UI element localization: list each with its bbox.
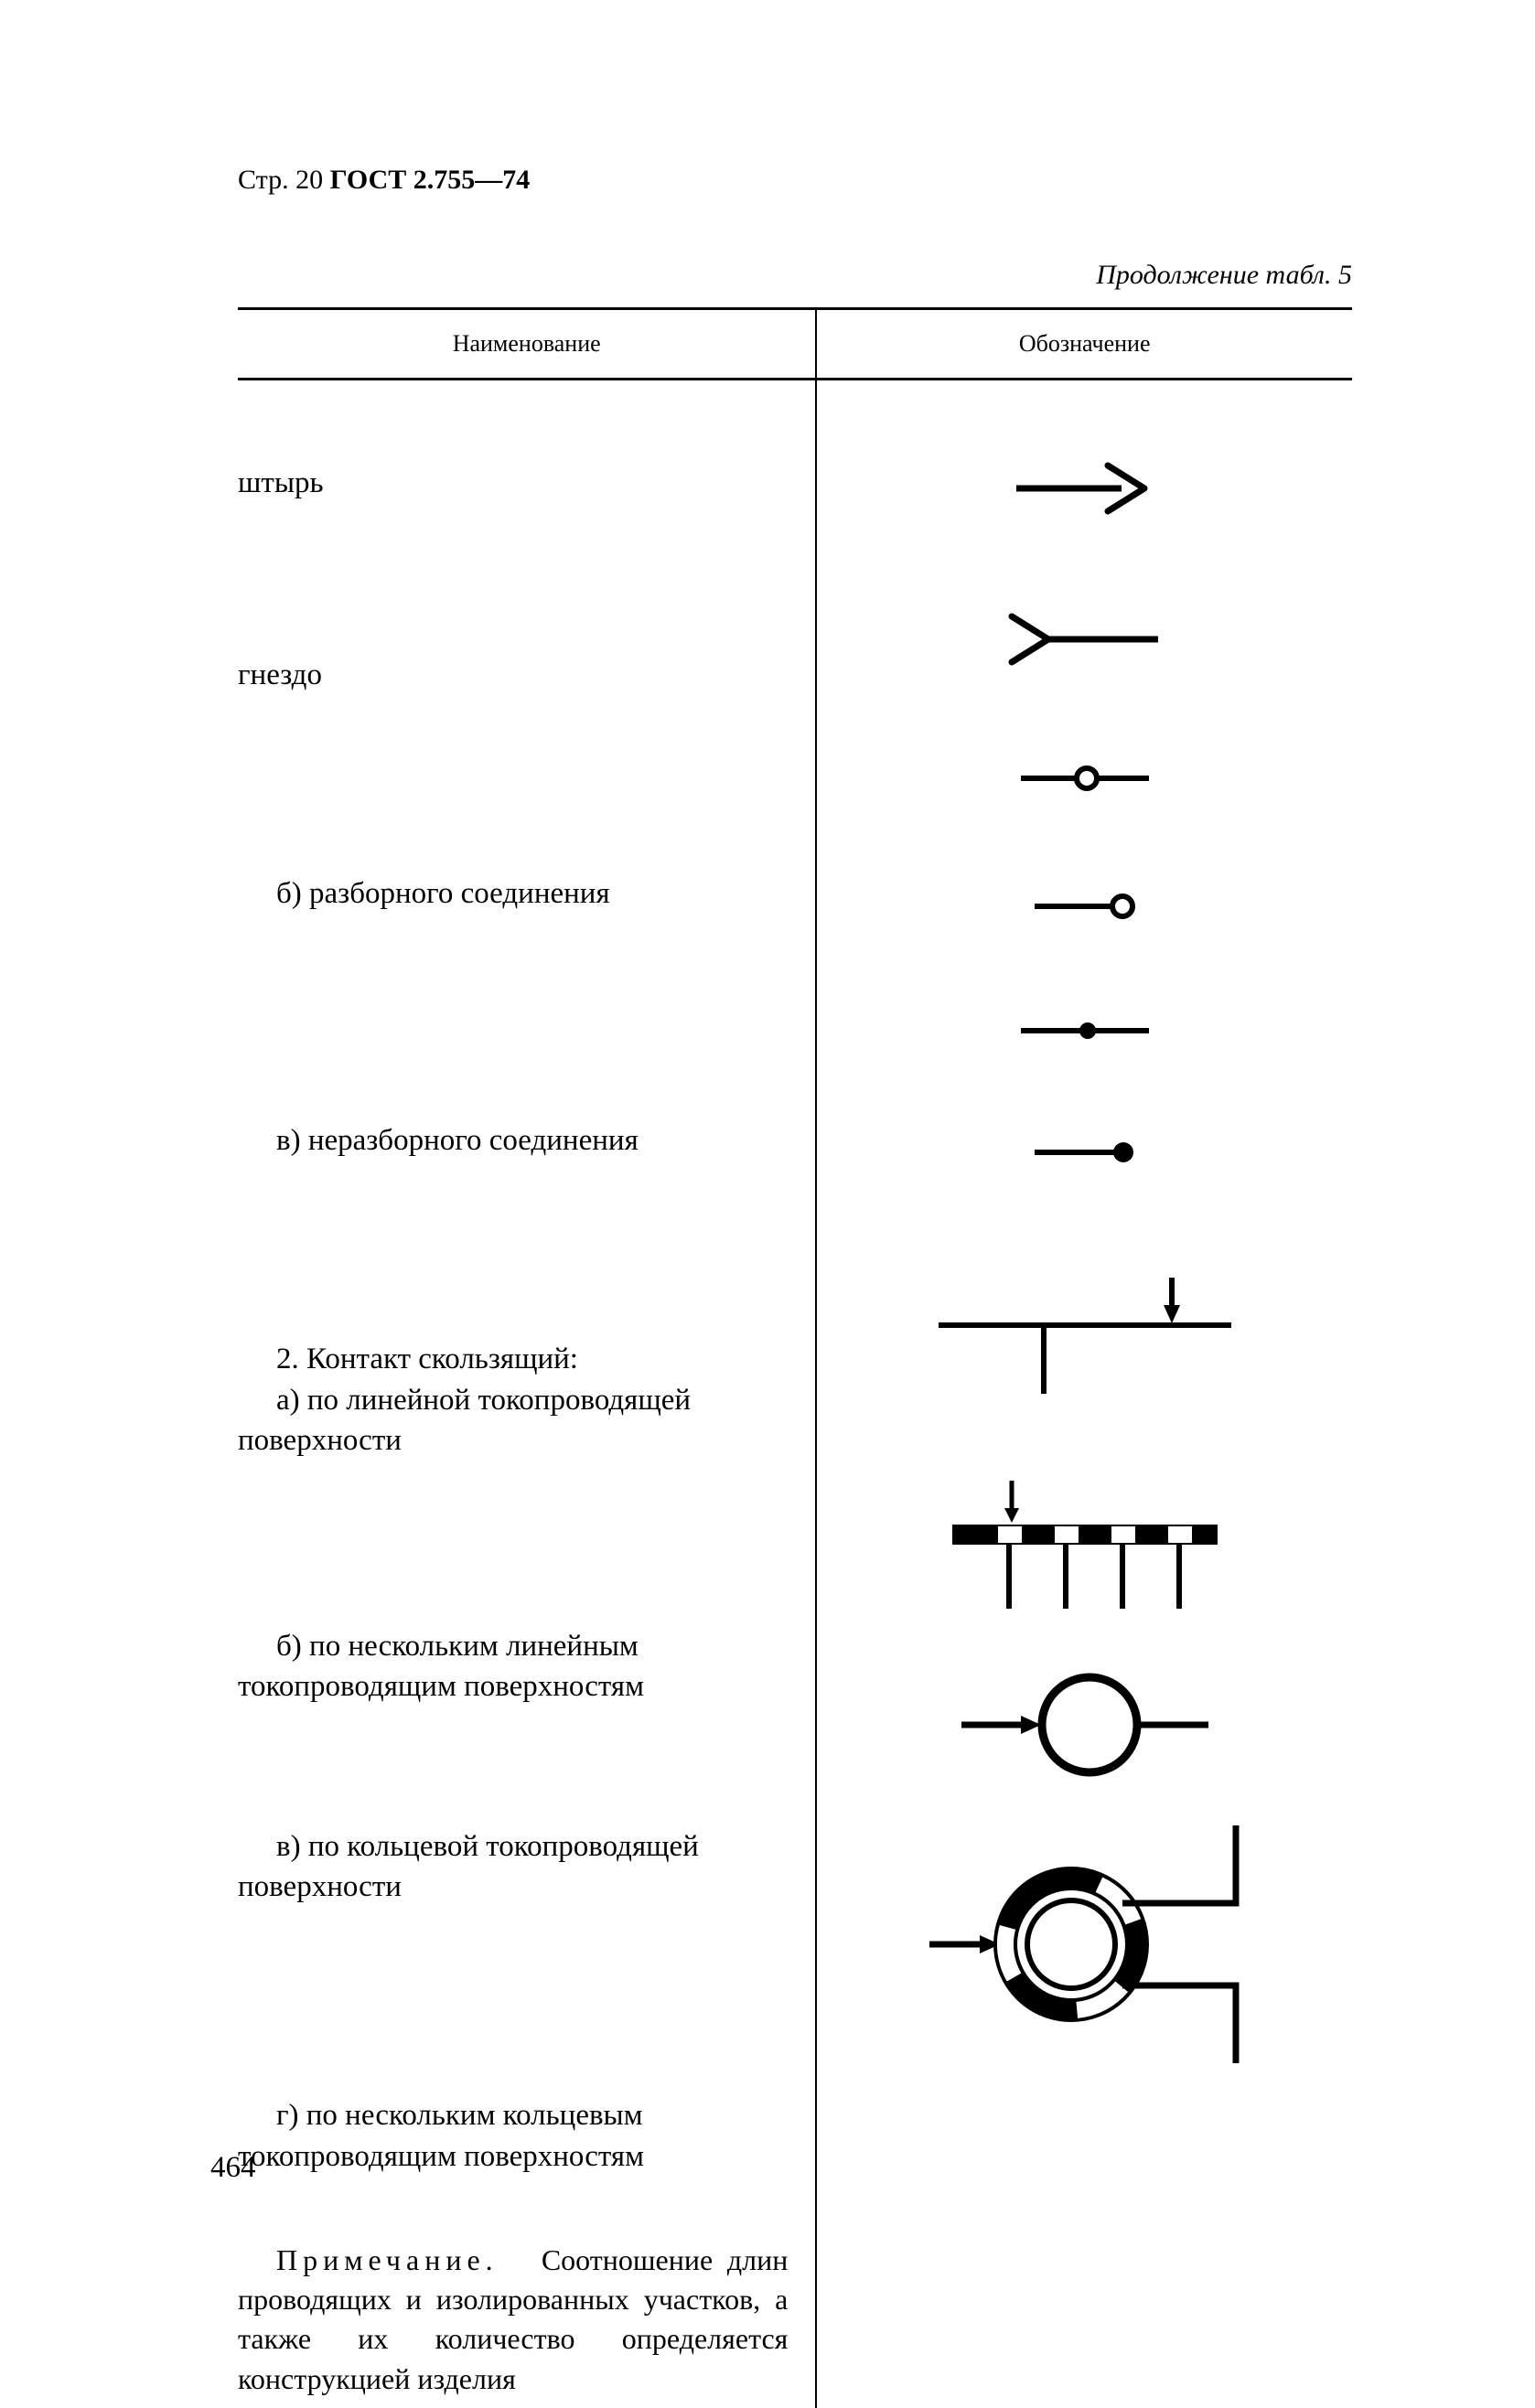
table-body: штырь гнездо б) разборного соединения в)… (238, 380, 1352, 2408)
symbol-slide-ring (957, 1643, 1213, 1807)
symbol-pin (1007, 412, 1163, 563)
row-label-slide-multi-ring: г) по нескольким кольцевым токопроводящи… (238, 2095, 788, 2177)
row-label-detachable: б) разборного соединения (238, 873, 788, 915)
row-label-pin: штырь (238, 463, 788, 504)
column-header-symbol: Обозначение (817, 310, 1352, 378)
symbol-permanent (1016, 970, 1154, 1213)
row-label-socket: гнездо (238, 655, 788, 696)
names-column: штырь гнездо б) разборного соединения в)… (238, 380, 817, 2408)
row-label-slide-ring: в) по кольцевой токопроводящей поверхнос… (238, 1826, 788, 1908)
table-continuation-label: Продолжение табл. 5 (238, 260, 1352, 291)
symbol-slide-multi-linear (943, 1446, 1227, 1643)
page-header: Стр. 20 ГОСТ 2.755—74 (238, 165, 1352, 196)
symbol-slide-multi-ring (925, 1807, 1245, 2082)
note-block: Примечание. Соотношение длин проводящих … (238, 2241, 788, 2399)
page-number-bottom: 464 (210, 2151, 256, 2185)
symbol-slide-linear (929, 1213, 1240, 1446)
row-label-slide-multi-linear: б) по нескольким линейным токопроводящим… (238, 1626, 788, 1707)
row-label-slide-linear: а) по линейной токопроводящей поверхност… (238, 1380, 788, 1461)
column-header-name: Наименование (238, 310, 817, 378)
symbol-detachable (1016, 714, 1154, 970)
note-label: Примечание. (276, 2243, 499, 2276)
row-label-section2: 2. Контакт скользящий: (238, 1339, 788, 1380)
document-id: ГОСТ 2.755—74 (330, 165, 531, 195)
page-number-top: Стр. 20 (238, 165, 323, 195)
table-header-row: Наименование Обозначение (238, 310, 1352, 380)
symbol-socket (1003, 563, 1167, 714)
symbols-column (817, 380, 1352, 2408)
row-label-permanent: в) неразборного соединения (238, 1120, 788, 1161)
symbols-table: Наименование Обозначение штырь гнездо б)… (238, 307, 1352, 2408)
